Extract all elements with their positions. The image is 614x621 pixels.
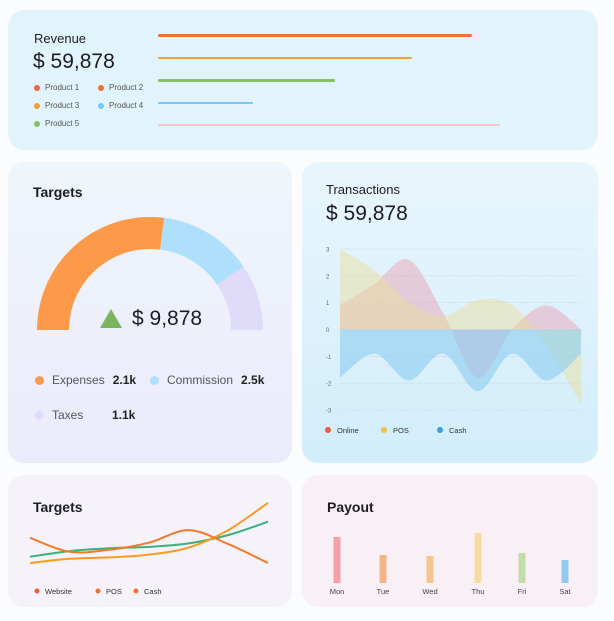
legend-label: POS xyxy=(393,426,409,435)
payout-bar xyxy=(379,555,387,583)
legend-dot-icon xyxy=(34,102,40,109)
legend-label: Product 3 xyxy=(45,101,80,110)
legend-dot-icon xyxy=(325,427,331,433)
area-cash xyxy=(340,329,581,392)
revenue-card: Revenue $ 59,878 Product 1 Product 2 Produ… xyxy=(8,10,598,150)
y-tick-label: -2 xyxy=(326,382,332,388)
legend-dot-icon xyxy=(95,588,101,594)
revenue-bar xyxy=(158,34,472,37)
gauge-legend-item: Commission 2.5k xyxy=(150,373,264,387)
payout-bar xyxy=(333,537,341,583)
payout-title: Payout xyxy=(327,499,374,515)
payout-bar xyxy=(426,556,434,583)
x-tick-label: Sat xyxy=(559,587,571,596)
transactions-amount: $ 59,878 xyxy=(326,202,408,225)
gauge-segment xyxy=(37,217,165,330)
targets-title: Targets xyxy=(33,184,83,200)
x-tick-label: Tue xyxy=(377,587,390,596)
targets-gauge xyxy=(37,217,263,330)
targets-trend-title: Targets xyxy=(33,499,83,515)
line-cash xyxy=(29,529,269,564)
legend-label: Online xyxy=(337,426,359,435)
x-tick-label: Fri xyxy=(518,587,527,596)
gauge-segment xyxy=(216,266,263,330)
revenue-bar xyxy=(158,124,500,126)
legend-item: Product 1 xyxy=(34,83,79,92)
y-tick-label: 0 xyxy=(326,328,330,334)
legend-dot-icon xyxy=(34,588,40,594)
gauge-legend-item: Expenses 2.1k xyxy=(35,373,136,387)
line-pos xyxy=(29,501,269,564)
payout-bar xyxy=(561,560,569,583)
legend-item: Product 4 xyxy=(98,101,143,110)
legend-item: Product 2 xyxy=(98,83,143,92)
legend-value: 2.5k xyxy=(241,373,265,387)
transactions-card: Transactions $ 59,878 xyxy=(302,162,598,463)
payout-bar xyxy=(518,553,526,583)
targets-card: Targets $ 9,878 Expenses 2.1k Commission 2.… xyxy=(8,162,292,463)
legend-dot-icon xyxy=(34,84,40,91)
legend-dot-icon xyxy=(35,375,44,385)
legend-label: Product 2 xyxy=(109,83,144,92)
legend-label: Cash xyxy=(144,587,162,596)
y-tick-label: 3 xyxy=(326,248,330,254)
legend-dot-icon xyxy=(133,588,139,594)
gauge-segment xyxy=(160,217,244,285)
y-tick-label: -1 xyxy=(326,355,332,361)
y-tick-label: 1 xyxy=(326,301,330,307)
targets-amount: $ 9,878 xyxy=(132,307,203,330)
legend-label: Website xyxy=(45,587,72,596)
legend-dot-icon xyxy=(437,427,443,433)
payout-bar xyxy=(474,533,482,583)
legend-value: 1.1k xyxy=(112,408,136,422)
legend-item: Product 3 xyxy=(34,101,79,110)
revenue-title: Revenue xyxy=(34,31,87,46)
y-tick-label: -3 xyxy=(326,409,332,415)
gauge-legend-item: Taxes 1.1k xyxy=(35,408,135,422)
payout-card: Payout xyxy=(302,475,598,607)
legend-dot-icon xyxy=(35,410,44,420)
legend-dot-icon xyxy=(34,120,40,127)
area-pos xyxy=(340,249,581,405)
legend-label: Product 4 xyxy=(109,101,144,110)
x-tick-label: Thu xyxy=(472,587,485,596)
legend-label: Cash xyxy=(449,426,467,435)
revenue-bar xyxy=(158,56,412,59)
y-tick-label: 2 xyxy=(326,274,330,280)
up-triangle-icon xyxy=(100,309,122,328)
legend-label: Commission xyxy=(167,373,234,387)
legend-label: Product 1 xyxy=(45,83,80,92)
legend-label: POS xyxy=(106,587,122,596)
x-tick-label: Mon xyxy=(330,587,345,596)
legend-dot-icon xyxy=(98,84,104,91)
revenue-bar xyxy=(158,79,335,82)
legend-label: Expenses xyxy=(52,373,105,387)
area-online xyxy=(340,259,581,378)
transactions-title: Transactions xyxy=(326,182,400,197)
legend-label: Product 5 xyxy=(45,119,80,128)
legend-dot-icon xyxy=(150,375,159,385)
x-tick-label: Wed xyxy=(422,587,437,596)
revenue-bar xyxy=(158,101,253,104)
legend-label: Taxes xyxy=(52,408,84,422)
legend-dot-icon xyxy=(98,102,104,109)
revenue-amount: $ 59,878 xyxy=(33,50,115,73)
targets-trend-card: Targets xyxy=(8,475,292,607)
legend-dot-icon xyxy=(381,427,387,433)
legend-item: Product 5 xyxy=(34,119,79,128)
legend-value: 2.1k xyxy=(112,373,137,387)
